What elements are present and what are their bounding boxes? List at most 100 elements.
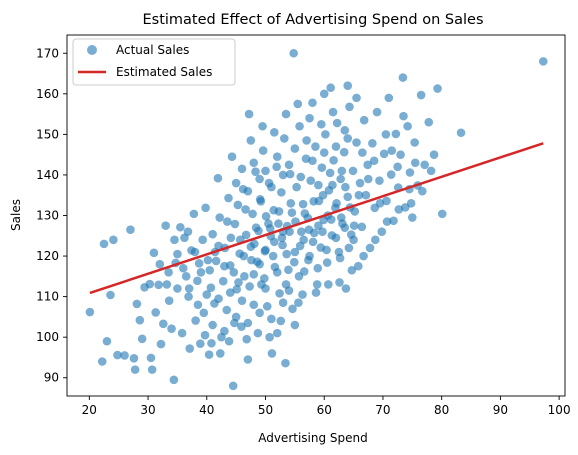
y-tick-label: 90 — [44, 371, 59, 385]
data-point — [300, 209, 310, 218]
data-point — [347, 265, 357, 275]
x-tick-label: 60 — [317, 403, 332, 417]
data-point — [297, 227, 306, 237]
data-point — [316, 119, 326, 129]
data-point — [170, 235, 179, 245]
data-point — [234, 278, 243, 287]
legend-label-actual-sales: Actual Sales — [116, 43, 189, 57]
x-tick-label: 40 — [199, 403, 214, 417]
data-point — [243, 186, 253, 196]
data-point — [348, 166, 358, 176]
x-tick-label: 50 — [258, 403, 273, 417]
y-tick-label: 160 — [36, 87, 59, 101]
legend-box — [72, 38, 236, 86]
data-point — [328, 107, 338, 117]
data-point — [363, 174, 373, 184]
data-point — [335, 278, 344, 287]
data-point — [240, 272, 249, 281]
data-point — [184, 284, 194, 293]
data-point — [129, 353, 139, 363]
data-point — [256, 197, 266, 206]
data-point — [275, 289, 284, 298]
data-point — [276, 316, 286, 326]
data-point — [255, 174, 264, 184]
data-point — [198, 235, 207, 245]
data-point — [272, 328, 282, 338]
data-point — [318, 190, 328, 200]
data-point — [337, 166, 347, 176]
data-point — [292, 182, 301, 192]
data-point — [272, 267, 282, 277]
data-point — [261, 212, 271, 221]
data-point — [349, 221, 359, 230]
data-point — [386, 170, 396, 179]
data-point — [164, 267, 173, 277]
data-point — [258, 121, 267, 131]
y-tick-label: 100 — [36, 330, 59, 344]
data-point — [222, 305, 232, 315]
data-point — [151, 308, 160, 317]
data-point — [312, 280, 322, 289]
data-point — [215, 349, 225, 358]
data-point — [381, 130, 391, 139]
data-point — [343, 81, 353, 90]
data-point — [132, 299, 142, 309]
x-axis: 20 30 40 50 60 70 80 90 100 — [82, 396, 571, 417]
data-point — [220, 326, 229, 336]
data-point — [308, 156, 317, 166]
data-point — [243, 318, 253, 328]
data-point — [538, 57, 548, 66]
data-layer — [85, 48, 548, 391]
y-tick-label: 120 — [36, 249, 59, 263]
data-point — [200, 330, 210, 340]
data-point — [145, 279, 155, 289]
data-point — [336, 213, 346, 222]
y-tick-label: 170 — [36, 46, 59, 60]
y-tick-label: 140 — [36, 168, 59, 182]
data-point — [249, 300, 259, 310]
data-point — [396, 150, 405, 159]
data-point — [341, 284, 351, 293]
data-point — [420, 160, 429, 170]
data-point — [311, 288, 321, 297]
data-point — [284, 265, 293, 275]
data-point — [277, 188, 286, 197]
data-point — [215, 213, 224, 222]
data-point — [306, 176, 316, 185]
data-point — [357, 222, 367, 232]
data-point — [359, 251, 368, 261]
data-point — [345, 102, 354, 112]
data-point — [295, 121, 304, 131]
legend-label-estimated-sales: Estimated Sales — [116, 65, 212, 79]
data-point — [261, 284, 270, 293]
data-point — [241, 230, 251, 240]
data-point — [293, 99, 303, 109]
data-point — [361, 190, 371, 200]
data-point — [375, 176, 384, 185]
legend: Actual Sales Estimated Sales — [72, 38, 236, 86]
data-point — [294, 298, 303, 308]
data-point — [113, 350, 122, 360]
data-point — [335, 253, 345, 263]
y-tick-label: 130 — [36, 209, 59, 223]
y-axis: 90 100 110 120 130 140 150 160 170 — [36, 46, 67, 385]
data-point — [305, 113, 314, 123]
data-point — [325, 168, 335, 178]
data-point — [194, 259, 204, 268]
data-point — [429, 150, 439, 159]
data-point — [406, 199, 416, 208]
data-point — [326, 215, 336, 224]
data-point — [251, 223, 261, 232]
data-point — [437, 209, 447, 219]
data-point — [399, 111, 408, 121]
data-point — [146, 353, 156, 363]
data-point — [190, 247, 200, 257]
data-point — [135, 315, 145, 325]
data-point — [324, 280, 333, 289]
data-point — [265, 332, 274, 342]
data-point — [208, 229, 217, 239]
data-point — [377, 227, 387, 237]
data-point — [278, 170, 288, 180]
data-point — [193, 276, 202, 286]
data-point — [178, 263, 188, 273]
